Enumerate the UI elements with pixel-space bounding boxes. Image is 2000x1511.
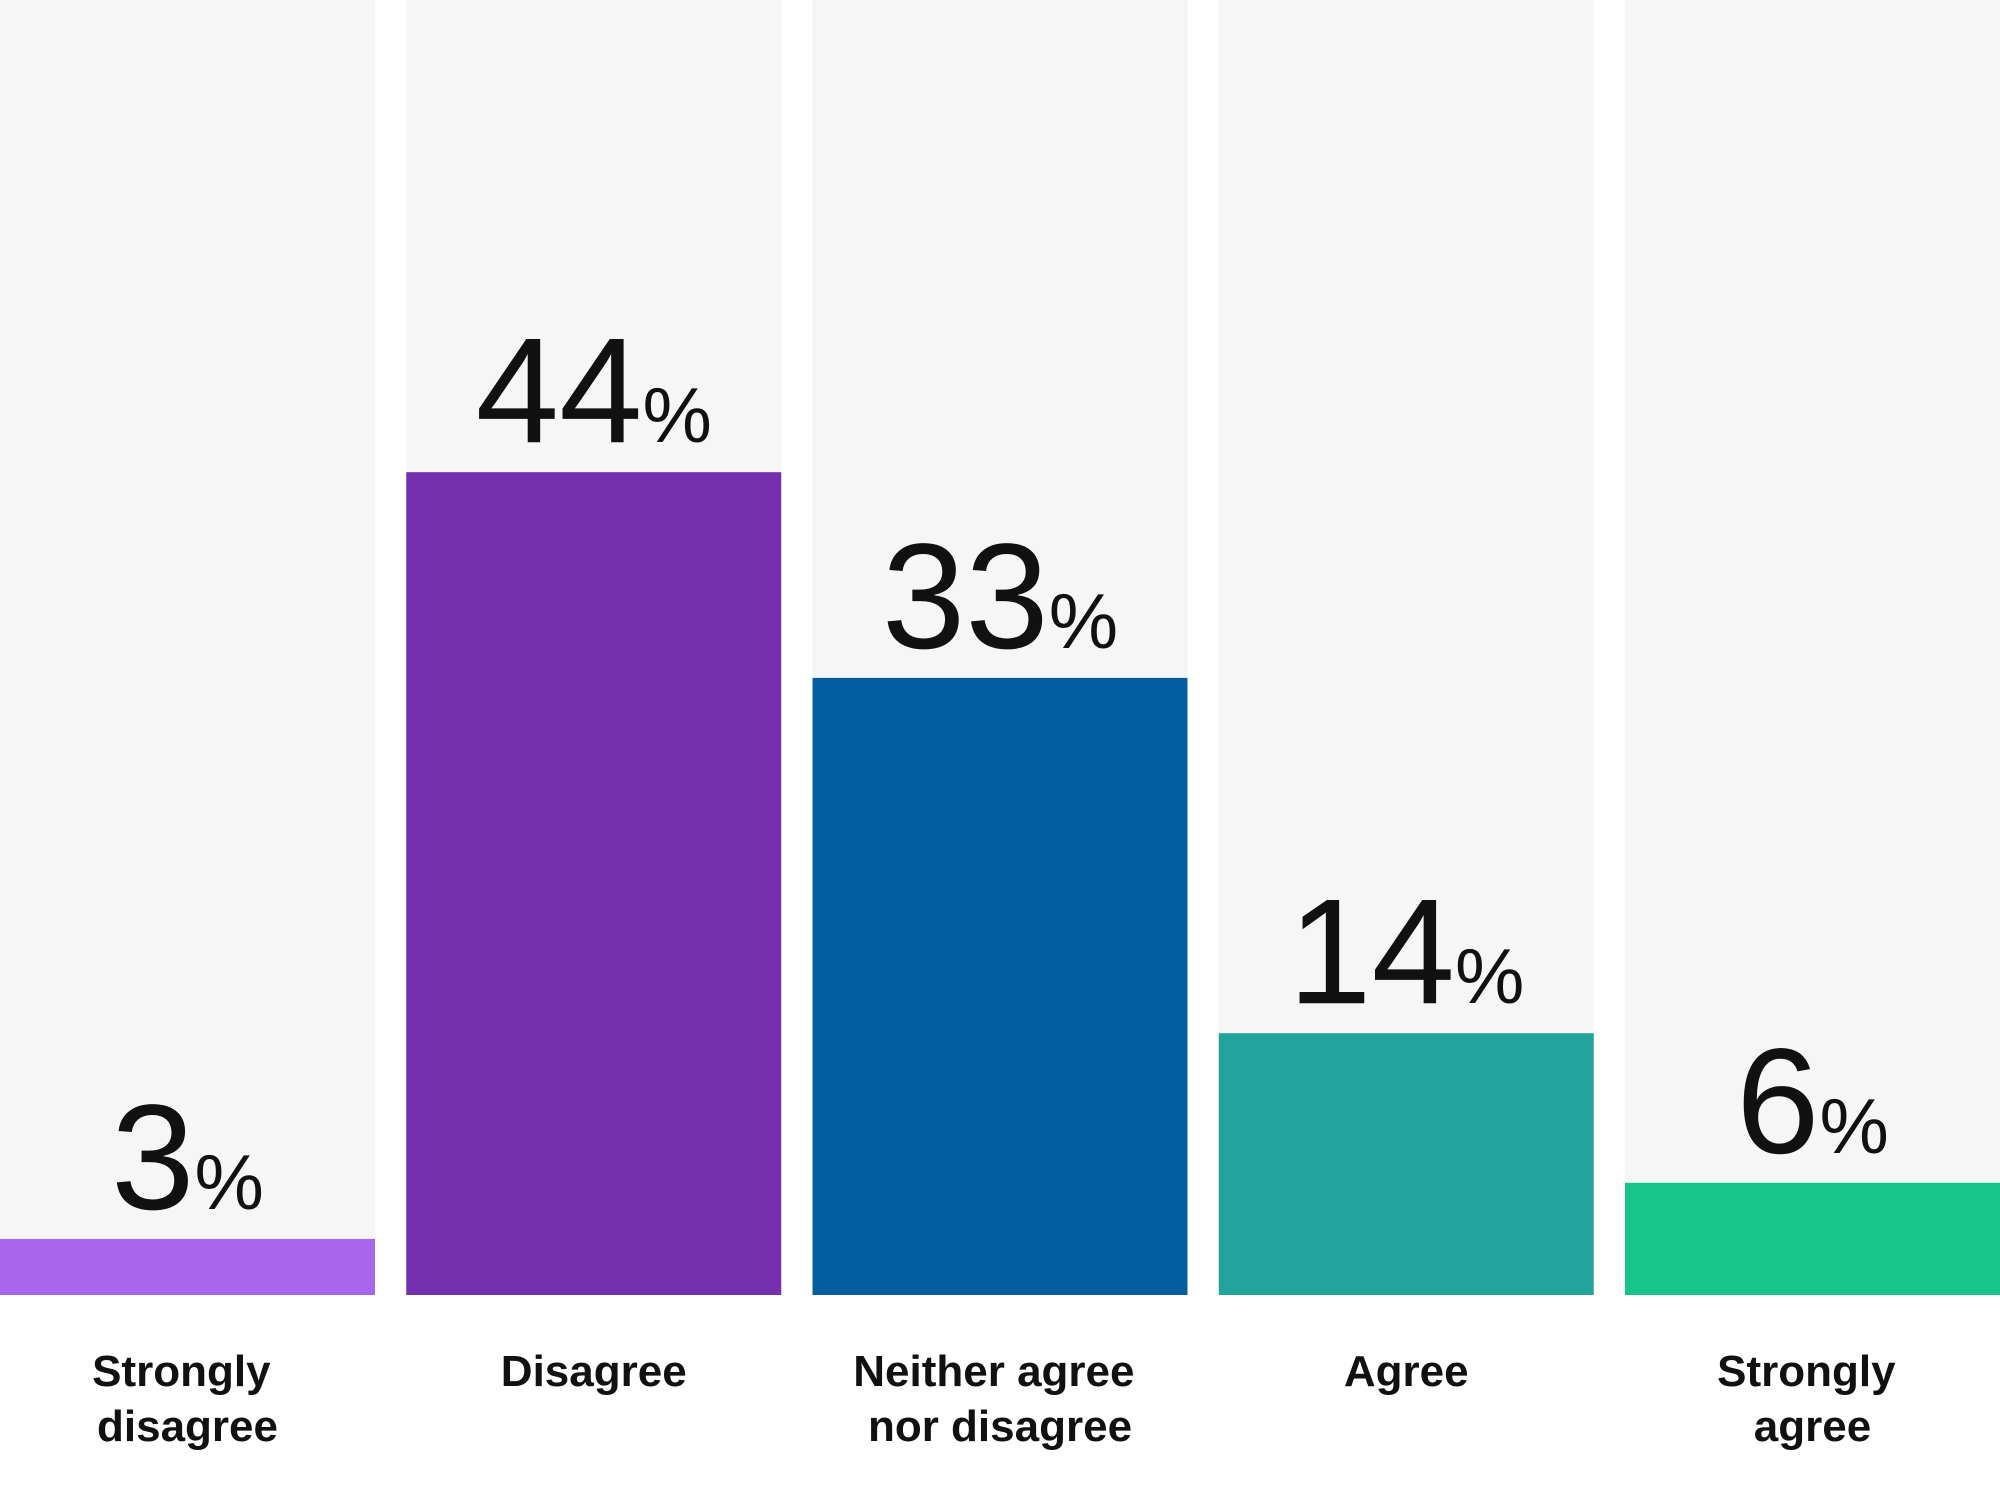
category-label: Strongly agree <box>1717 1347 1908 1451</box>
category-label: Agree <box>1344 1347 1469 1396</box>
bar <box>812 677 1188 1295</box>
value-label: 14% <box>1288 867 1524 1035</box>
value-label: 6% <box>1736 1017 1889 1185</box>
bar <box>406 472 782 1295</box>
bar <box>1625 1182 2000 1295</box>
column-background <box>1625 0 2000 1295</box>
value-label: 44% <box>476 306 712 474</box>
category-label: Disagree <box>501 1347 687 1396</box>
value-label: 33% <box>882 512 1118 680</box>
category-label: Strongly disagree <box>92 1347 283 1451</box>
column-background <box>0 0 375 1295</box>
bar <box>0 1238 375 1295</box>
category-label: Neither agree nor disagree <box>853 1347 1146 1451</box>
value-label: 3% <box>111 1073 264 1241</box>
bar <box>1218 1033 1594 1295</box>
